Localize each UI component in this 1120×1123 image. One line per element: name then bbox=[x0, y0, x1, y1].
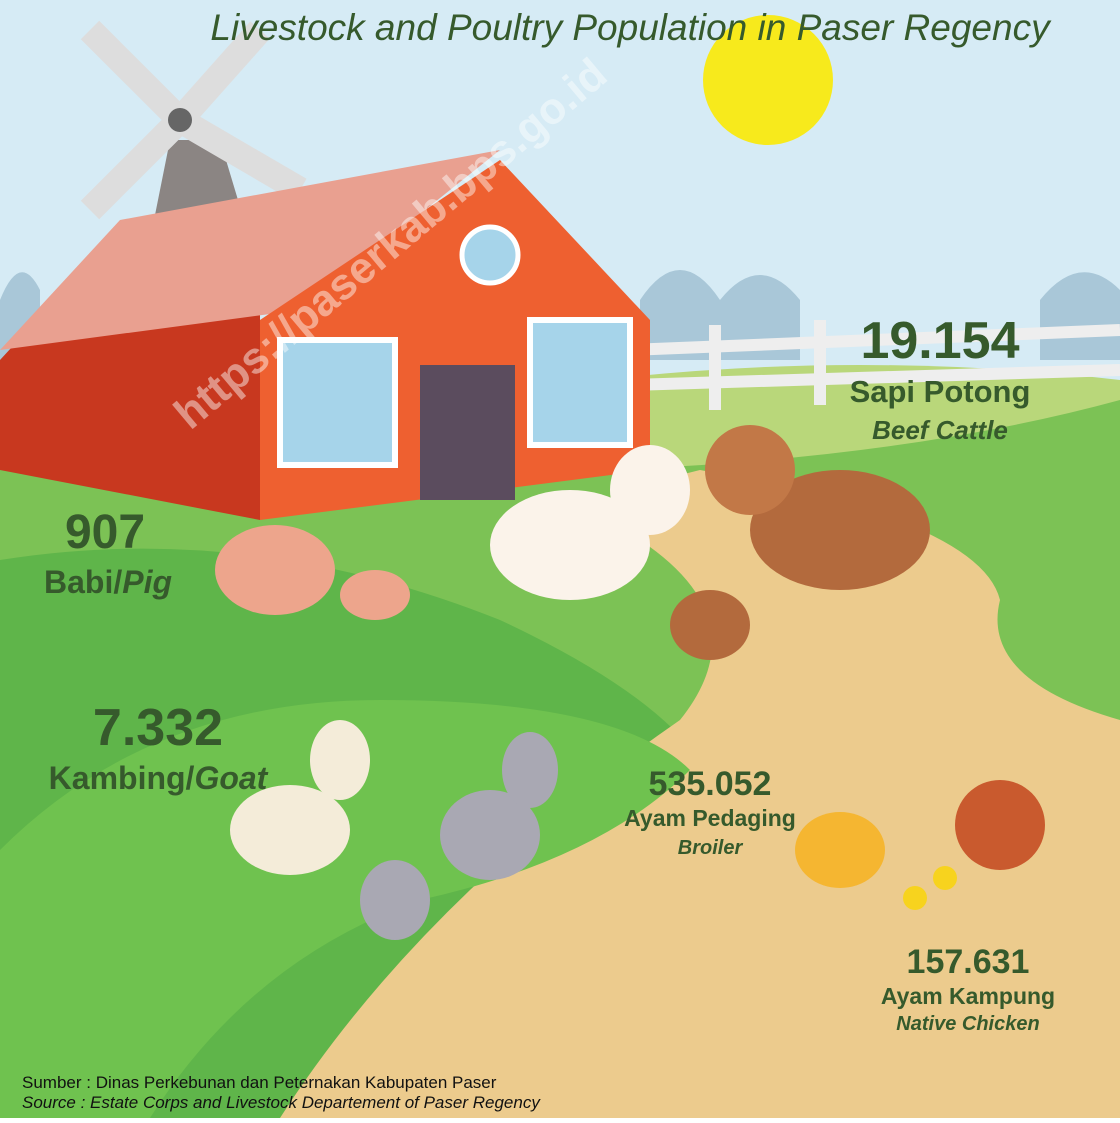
blade bbox=[173, 108, 307, 202]
label: Babi/Pig bbox=[44, 564, 172, 600]
value: 19.154 bbox=[860, 312, 1019, 370]
goats bbox=[230, 720, 558, 940]
label-en: Broiler bbox=[678, 837, 744, 859]
label-en: Pig bbox=[122, 564, 172, 600]
cow bbox=[490, 490, 650, 600]
blade bbox=[80, 20, 190, 130]
blade bbox=[80, 110, 190, 220]
barn-round-window bbox=[459, 224, 521, 286]
windmill-hub bbox=[168, 108, 192, 132]
label-en: Goat bbox=[194, 760, 268, 796]
bull-head bbox=[705, 425, 795, 515]
label-en: Native Chicken bbox=[896, 1013, 1039, 1035]
goat bbox=[230, 785, 350, 875]
label: Ayam Kampung bbox=[881, 983, 1055, 1009]
value: 157.631 bbox=[907, 943, 1030, 981]
barn-door bbox=[420, 365, 515, 500]
label: Sapi Potong bbox=[850, 374, 1031, 409]
broiler-hen bbox=[795, 812, 885, 888]
blade bbox=[170, 21, 270, 129]
windmill-blades bbox=[80, 20, 307, 220]
goat bbox=[440, 790, 540, 880]
label-id: Babi/ bbox=[44, 564, 122, 600]
bull bbox=[750, 470, 930, 590]
barn-window bbox=[277, 337, 398, 468]
source-en: Source : Estate Corps and Livestock Depa… bbox=[22, 1093, 541, 1112]
chick bbox=[903, 886, 927, 910]
label-id: Kambing/ bbox=[49, 760, 195, 796]
pig bbox=[215, 525, 335, 615]
source-id: Sumber : Dinas Perkebunan dan Peternakan… bbox=[22, 1073, 497, 1092]
cattle bbox=[490, 425, 930, 660]
label: Kambing/Goat bbox=[49, 760, 269, 796]
title: Livestock and Poultry Population in Pase… bbox=[210, 7, 1052, 48]
calf bbox=[670, 590, 750, 660]
rooster bbox=[955, 780, 1045, 870]
sun bbox=[703, 15, 833, 145]
pigs bbox=[215, 525, 410, 620]
kid-goat bbox=[360, 860, 430, 940]
value: 7.332 bbox=[93, 699, 223, 757]
chick bbox=[933, 866, 957, 890]
goat-head bbox=[502, 732, 558, 808]
dirt-path bbox=[280, 470, 1120, 1118]
piglet bbox=[340, 570, 410, 620]
barn-window bbox=[527, 317, 633, 448]
goat-head bbox=[310, 720, 370, 800]
barn bbox=[0, 150, 650, 520]
label: Ayam Pedaging bbox=[624, 805, 796, 831]
barn-roof bbox=[0, 150, 500, 350]
value: 535.052 bbox=[649, 765, 772, 803]
label-en: Beef Cattle bbox=[872, 415, 1008, 445]
value: 907 bbox=[65, 506, 145, 559]
cow-head bbox=[610, 445, 690, 535]
chickens bbox=[795, 780, 1045, 910]
fence bbox=[629, 320, 1120, 410]
